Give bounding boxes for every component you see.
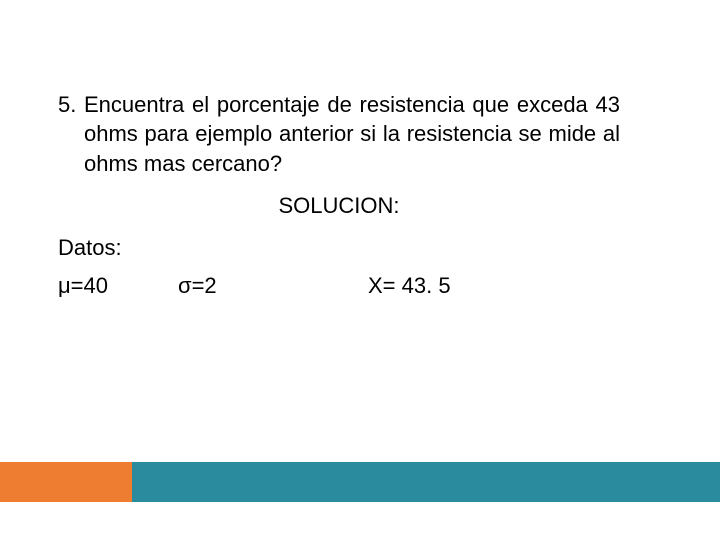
bar-segment-orange	[0, 462, 132, 502]
param-x: X= 43. 5	[368, 273, 451, 299]
bar-segment-teal	[132, 462, 720, 502]
param-sigma: σ=2	[178, 273, 368, 299]
question-text: Encuentra el porcentaje de resistencia q…	[58, 90, 620, 179]
question-number: 5.	[58, 90, 76, 120]
parameters-row: μ=40 σ=2 X= 43. 5	[58, 273, 620, 299]
solution-label: SOLUCION:	[58, 193, 620, 219]
question-block: 5. Encuentra el porcentaje de resistenci…	[58, 90, 620, 179]
bottom-accent-bar	[0, 462, 720, 502]
slide: 5. Encuentra el porcentaje de resistenci…	[0, 0, 720, 540]
param-mu: μ=40	[58, 273, 178, 299]
datos-label: Datos:	[58, 235, 620, 261]
content-area: 5. Encuentra el porcentaje de resistenci…	[58, 90, 620, 299]
